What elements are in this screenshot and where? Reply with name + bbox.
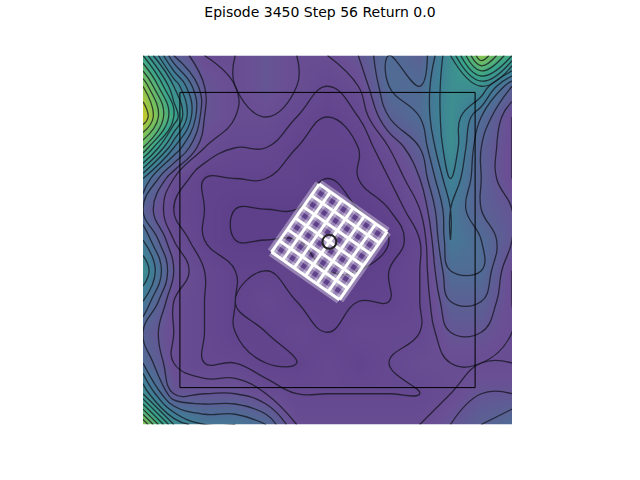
svg-text:Episode 3450 Step 56 Return 0.: Episode 3450 Step 56 Return 0.0	[204, 4, 435, 20]
